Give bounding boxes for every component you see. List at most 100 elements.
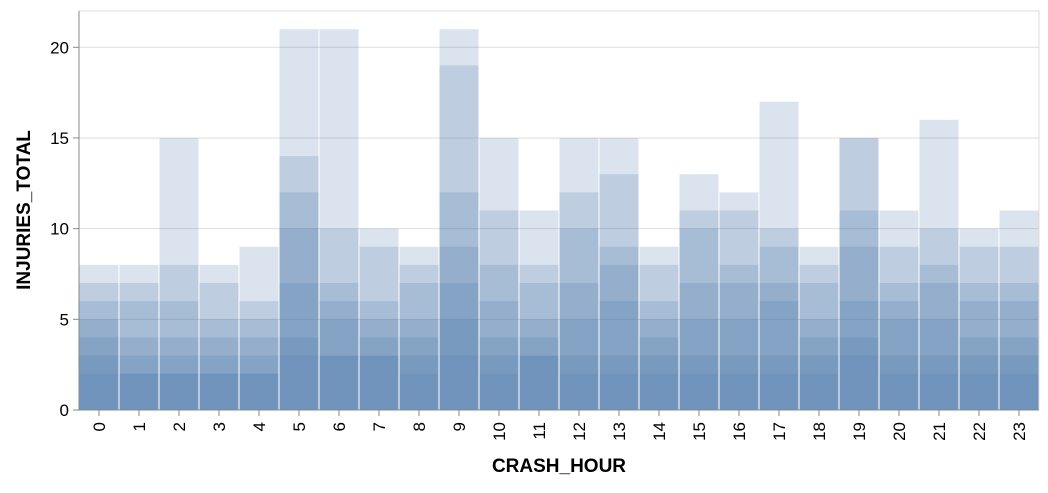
bar	[839, 337, 879, 410]
bar	[759, 283, 799, 410]
x-tick-label: 9	[450, 422, 469, 431]
bar	[759, 301, 799, 410]
bar	[959, 301, 999, 410]
bar	[839, 246, 879, 410]
bar	[239, 373, 279, 410]
bar	[799, 264, 839, 410]
bar	[959, 246, 999, 410]
x-tick-label: 18	[810, 422, 829, 441]
bar	[199, 319, 239, 410]
x-tick-label: 11	[530, 422, 549, 440]
bar	[879, 319, 919, 410]
bar	[639, 373, 679, 410]
y-tick-label: 0	[60, 401, 69, 420]
bar	[839, 210, 879, 410]
bar	[119, 283, 159, 410]
x-tick-label: 5	[290, 422, 309, 431]
bar	[439, 246, 479, 410]
bar	[599, 301, 639, 410]
bar	[79, 337, 119, 410]
bar	[439, 355, 479, 410]
bar	[359, 355, 399, 410]
bar	[559, 283, 599, 410]
x-tick-label: 22	[970, 422, 989, 441]
bar	[439, 319, 479, 410]
bar	[359, 337, 399, 410]
bar	[719, 264, 759, 410]
bar	[879, 283, 919, 410]
bar	[719, 355, 759, 410]
bar	[439, 29, 479, 411]
bar	[239, 337, 279, 410]
x-tick-label: 21	[930, 422, 949, 441]
bar	[479, 137, 519, 411]
bar	[599, 174, 639, 410]
bar	[159, 301, 199, 410]
bars	[79, 29, 1039, 411]
bar	[479, 264, 519, 410]
y-tick-label: 20	[50, 38, 69, 57]
bar	[199, 264, 239, 410]
bar	[239, 301, 279, 410]
bar	[959, 337, 999, 410]
bar	[719, 210, 759, 410]
bar	[559, 137, 599, 411]
bar	[599, 264, 639, 410]
bar	[359, 246, 399, 410]
bar	[119, 373, 159, 410]
bar	[479, 301, 519, 410]
bar	[79, 355, 119, 410]
x-tick-label: 16	[730, 422, 749, 441]
bar	[799, 283, 839, 410]
bar	[119, 355, 159, 410]
bar	[879, 246, 919, 410]
bar	[79, 264, 119, 410]
bar	[399, 319, 439, 410]
bar	[879, 373, 919, 410]
bar	[519, 264, 559, 410]
bar	[759, 355, 799, 410]
x-tick-label: 19	[850, 422, 869, 441]
bar	[199, 337, 239, 410]
bar	[119, 264, 159, 410]
bar	[359, 301, 399, 410]
bar	[199, 355, 239, 410]
bar	[519, 355, 559, 410]
bar	[439, 65, 479, 410]
bar	[959, 355, 999, 410]
bar	[559, 373, 599, 410]
x-tick-label: 12	[570, 422, 589, 441]
bar	[919, 283, 959, 410]
bar	[399, 264, 439, 410]
bar	[639, 337, 679, 410]
bar	[279, 228, 319, 410]
bar	[639, 246, 679, 410]
bar	[519, 210, 559, 410]
bar	[879, 301, 919, 410]
bar	[319, 355, 359, 410]
bar	[999, 210, 1039, 410]
bar	[279, 156, 319, 410]
bar	[399, 337, 439, 410]
bar	[319, 319, 359, 410]
bar	[959, 228, 999, 410]
bar	[639, 319, 679, 410]
bar	[159, 373, 199, 410]
bar	[279, 29, 319, 411]
bar	[999, 355, 1039, 410]
bar	[519, 355, 559, 410]
bar	[559, 228, 599, 410]
bar	[479, 337, 519, 410]
bar	[999, 246, 1039, 410]
bar	[319, 355, 359, 410]
bar	[79, 319, 119, 410]
x-tick-label: 0	[90, 422, 109, 431]
x-tick-label: 1	[130, 422, 149, 431]
bar	[999, 301, 1039, 410]
bar	[999, 283, 1039, 410]
bar	[679, 319, 719, 410]
bar	[199, 373, 239, 410]
bar	[999, 373, 1039, 410]
bar	[719, 192, 759, 410]
